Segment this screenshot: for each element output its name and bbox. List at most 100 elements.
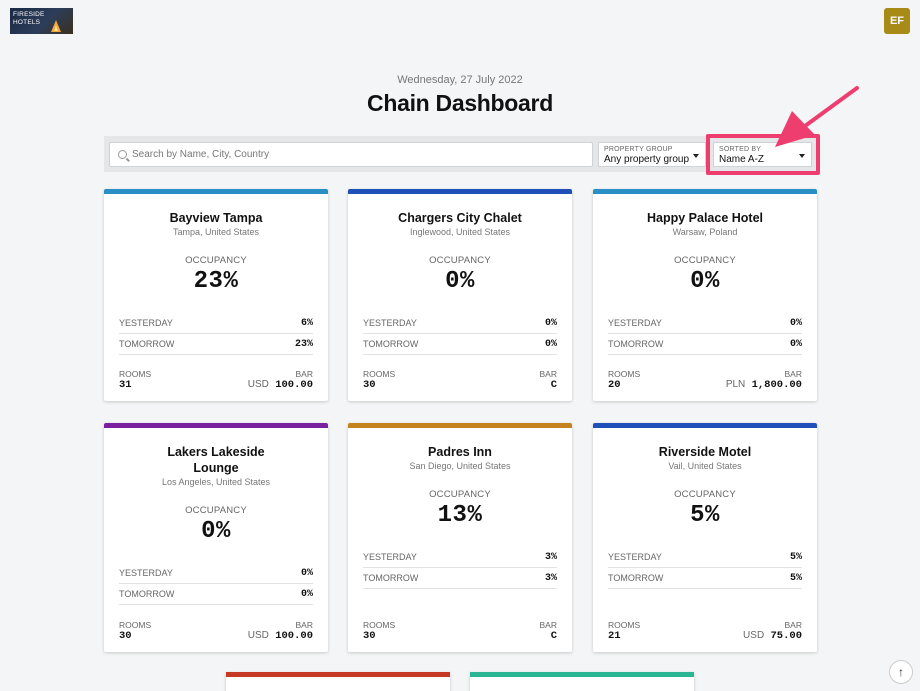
rooms-value: 21 bbox=[608, 630, 621, 642]
rooms-label: ROOMS bbox=[608, 369, 641, 379]
card-color-bar bbox=[593, 423, 817, 428]
hotel-card-partial[interactable] bbox=[226, 672, 450, 691]
yesterday-row: YESTERDAY 6% bbox=[119, 313, 313, 334]
yesterday-value: 6% bbox=[300, 317, 313, 329]
hotel-card-partial[interactable] bbox=[470, 672, 694, 691]
hotel-card[interactable]: Happy Palace Hotel Warsaw, Poland OCCUPA… bbox=[593, 189, 817, 401]
rooms-value: 20 bbox=[608, 379, 621, 391]
page-title: Chain Dashboard bbox=[367, 90, 553, 116]
card-footer: ROOMS 31 BAR USD 100.00 bbox=[119, 369, 313, 391]
hotel-card[interactable]: Padres Inn San Diego, United States OCCU… bbox=[348, 423, 572, 652]
hotel-name: Riverside Motel bbox=[658, 445, 752, 459]
occupancy-label: OCCUPANCY bbox=[674, 255, 736, 266]
tomorrow-value: 0% bbox=[300, 588, 313, 600]
hotel-name: Happy Palace Hotel bbox=[646, 211, 763, 225]
rooms-block: ROOMS 20 bbox=[608, 369, 640, 391]
yesterday-row: YESTERDAY 5% bbox=[608, 547, 802, 568]
bar-label: BAR bbox=[539, 369, 557, 379]
bar-value: 1,800.00 bbox=[751, 379, 802, 391]
occupancy-value: 23% bbox=[193, 268, 239, 295]
yesterday-value: 5% bbox=[789, 551, 802, 563]
card-footer: ROOMS 30 BAR C bbox=[363, 369, 557, 391]
tomorrow-row: TOMORROW 0% bbox=[608, 334, 802, 355]
yesterday-label: YESTERDAY bbox=[119, 568, 173, 578]
bar-label: BAR bbox=[295, 620, 313, 630]
property-group-label: PROPERTY GROUP bbox=[604, 146, 673, 153]
hotel-name: Bayview Tampa bbox=[169, 211, 263, 225]
tomorrow-value: 5% bbox=[789, 572, 802, 584]
rooms-value: 31 bbox=[119, 379, 132, 391]
occupancy-breakdown: YESTERDAY 0% TOMORROW 0% bbox=[608, 313, 802, 355]
bar-currency: USD bbox=[247, 630, 269, 641]
sorted-by-select[interactable]: SORTED BY Name A-Z bbox=[713, 142, 812, 167]
hotel-location: Warsaw, Poland bbox=[672, 227, 738, 237]
scroll-to-top-button[interactable]: ↑ bbox=[889, 660, 913, 684]
rooms-value: 30 bbox=[119, 630, 132, 642]
hotel-card[interactable]: Riverside Motel Vail, United States OCCU… bbox=[593, 423, 817, 652]
bar-block: BAR C bbox=[540, 620, 557, 642]
bar-currency: PLN bbox=[725, 379, 746, 390]
occupancy-breakdown: YESTERDAY 0% TOMORROW 0% bbox=[119, 563, 313, 605]
caret-down-icon bbox=[799, 154, 805, 158]
tomorrow-value: 3% bbox=[544, 572, 557, 584]
hotel-name: Padres Inn bbox=[428, 445, 492, 459]
rooms-label: ROOMS bbox=[608, 620, 641, 630]
tomorrow-row: TOMORROW 5% bbox=[608, 568, 802, 589]
campfire-icon bbox=[51, 20, 61, 32]
user-avatar[interactable]: EF bbox=[884, 8, 910, 34]
occupancy-value: 0% bbox=[201, 518, 231, 545]
card-footer: ROOMS 30 BAR C bbox=[363, 620, 557, 642]
property-group-select[interactable]: PROPERTY GROUP Any property group bbox=[598, 142, 706, 167]
bar-block: BAR C bbox=[540, 369, 557, 391]
tomorrow-label: TOMORROW bbox=[608, 339, 664, 349]
hotel-location: Los Angeles, United States bbox=[161, 477, 271, 487]
tomorrow-label: TOMORROW bbox=[363, 573, 419, 583]
bar-currency: USD bbox=[247, 379, 269, 390]
search-icon bbox=[118, 150, 127, 159]
occupancy-breakdown: YESTERDAY 3% TOMORROW 3% bbox=[363, 547, 557, 589]
rooms-label: ROOMS bbox=[119, 620, 152, 630]
bar-value: 75.00 bbox=[770, 630, 802, 642]
card-footer: ROOMS 30 BAR USD 100.00 bbox=[119, 620, 313, 642]
occupancy-label: OCCUPANCY bbox=[185, 255, 247, 266]
hotel-card[interactable]: Bayview Tampa Tampa, United States OCCUP… bbox=[104, 189, 328, 401]
card-color-bar bbox=[348, 189, 572, 194]
tomorrow-label: TOMORROW bbox=[119, 589, 175, 599]
yesterday-row: YESTERDAY 3% bbox=[363, 547, 557, 568]
yesterday-label: YESTERDAY bbox=[119, 318, 173, 328]
card-color-bar bbox=[104, 423, 328, 428]
bar-currency: USD bbox=[743, 630, 765, 641]
card-color-bar bbox=[104, 189, 328, 194]
card-color-bar bbox=[470, 672, 694, 677]
tomorrow-label: TOMORROW bbox=[363, 339, 419, 349]
occupancy-label: OCCUPANCY bbox=[185, 505, 247, 516]
hotel-card[interactable]: Chargers City Chalet Inglewood, United S… bbox=[348, 189, 572, 401]
occupancy-label: OCCUPANCY bbox=[429, 255, 491, 266]
logo-line-1: FIRESIDE bbox=[13, 11, 45, 18]
hotel-location: San Diego, United States bbox=[409, 461, 511, 471]
brand-logo[interactable]: FIRESIDE HOTELS bbox=[10, 8, 73, 34]
yesterday-row: YESTERDAY 0% bbox=[363, 313, 557, 334]
hotel-name: Chargers City Chalet bbox=[398, 211, 522, 225]
logo-line-2: HOTELS bbox=[13, 19, 41, 26]
search-input[interactable] bbox=[132, 149, 572, 160]
hotel-location: Vail, United States bbox=[668, 461, 742, 471]
card-color-bar bbox=[348, 423, 572, 428]
rooms-block: ROOMS 21 bbox=[608, 620, 640, 642]
tomorrow-row: TOMORROW 23% bbox=[119, 334, 313, 355]
occupancy-breakdown: YESTERDAY 6% TOMORROW 23% bbox=[119, 313, 313, 355]
rooms-value: 30 bbox=[363, 379, 376, 391]
hotel-name: Lakers Lakeside Lounge bbox=[167, 445, 265, 475]
search-box[interactable] bbox=[109, 142, 593, 167]
rooms-block: ROOMS 31 bbox=[119, 369, 151, 391]
yesterday-label: YESTERDAY bbox=[363, 318, 417, 328]
filter-bar: PROPERTY GROUP Any property group SORTED… bbox=[104, 136, 817, 172]
rooms-label: ROOMS bbox=[363, 620, 396, 630]
hotel-card[interactable]: Lakers Lakeside Lounge Los Angeles, Unit… bbox=[104, 423, 328, 652]
yesterday-label: YESTERDAY bbox=[608, 552, 662, 562]
card-color-bar bbox=[593, 189, 817, 194]
tomorrow-row: TOMORROW 0% bbox=[119, 584, 313, 605]
sorted-by-value: Name A-Z bbox=[719, 154, 765, 165]
bar-value: C bbox=[550, 630, 557, 642]
tomorrow-row: TOMORROW 0% bbox=[363, 334, 557, 355]
